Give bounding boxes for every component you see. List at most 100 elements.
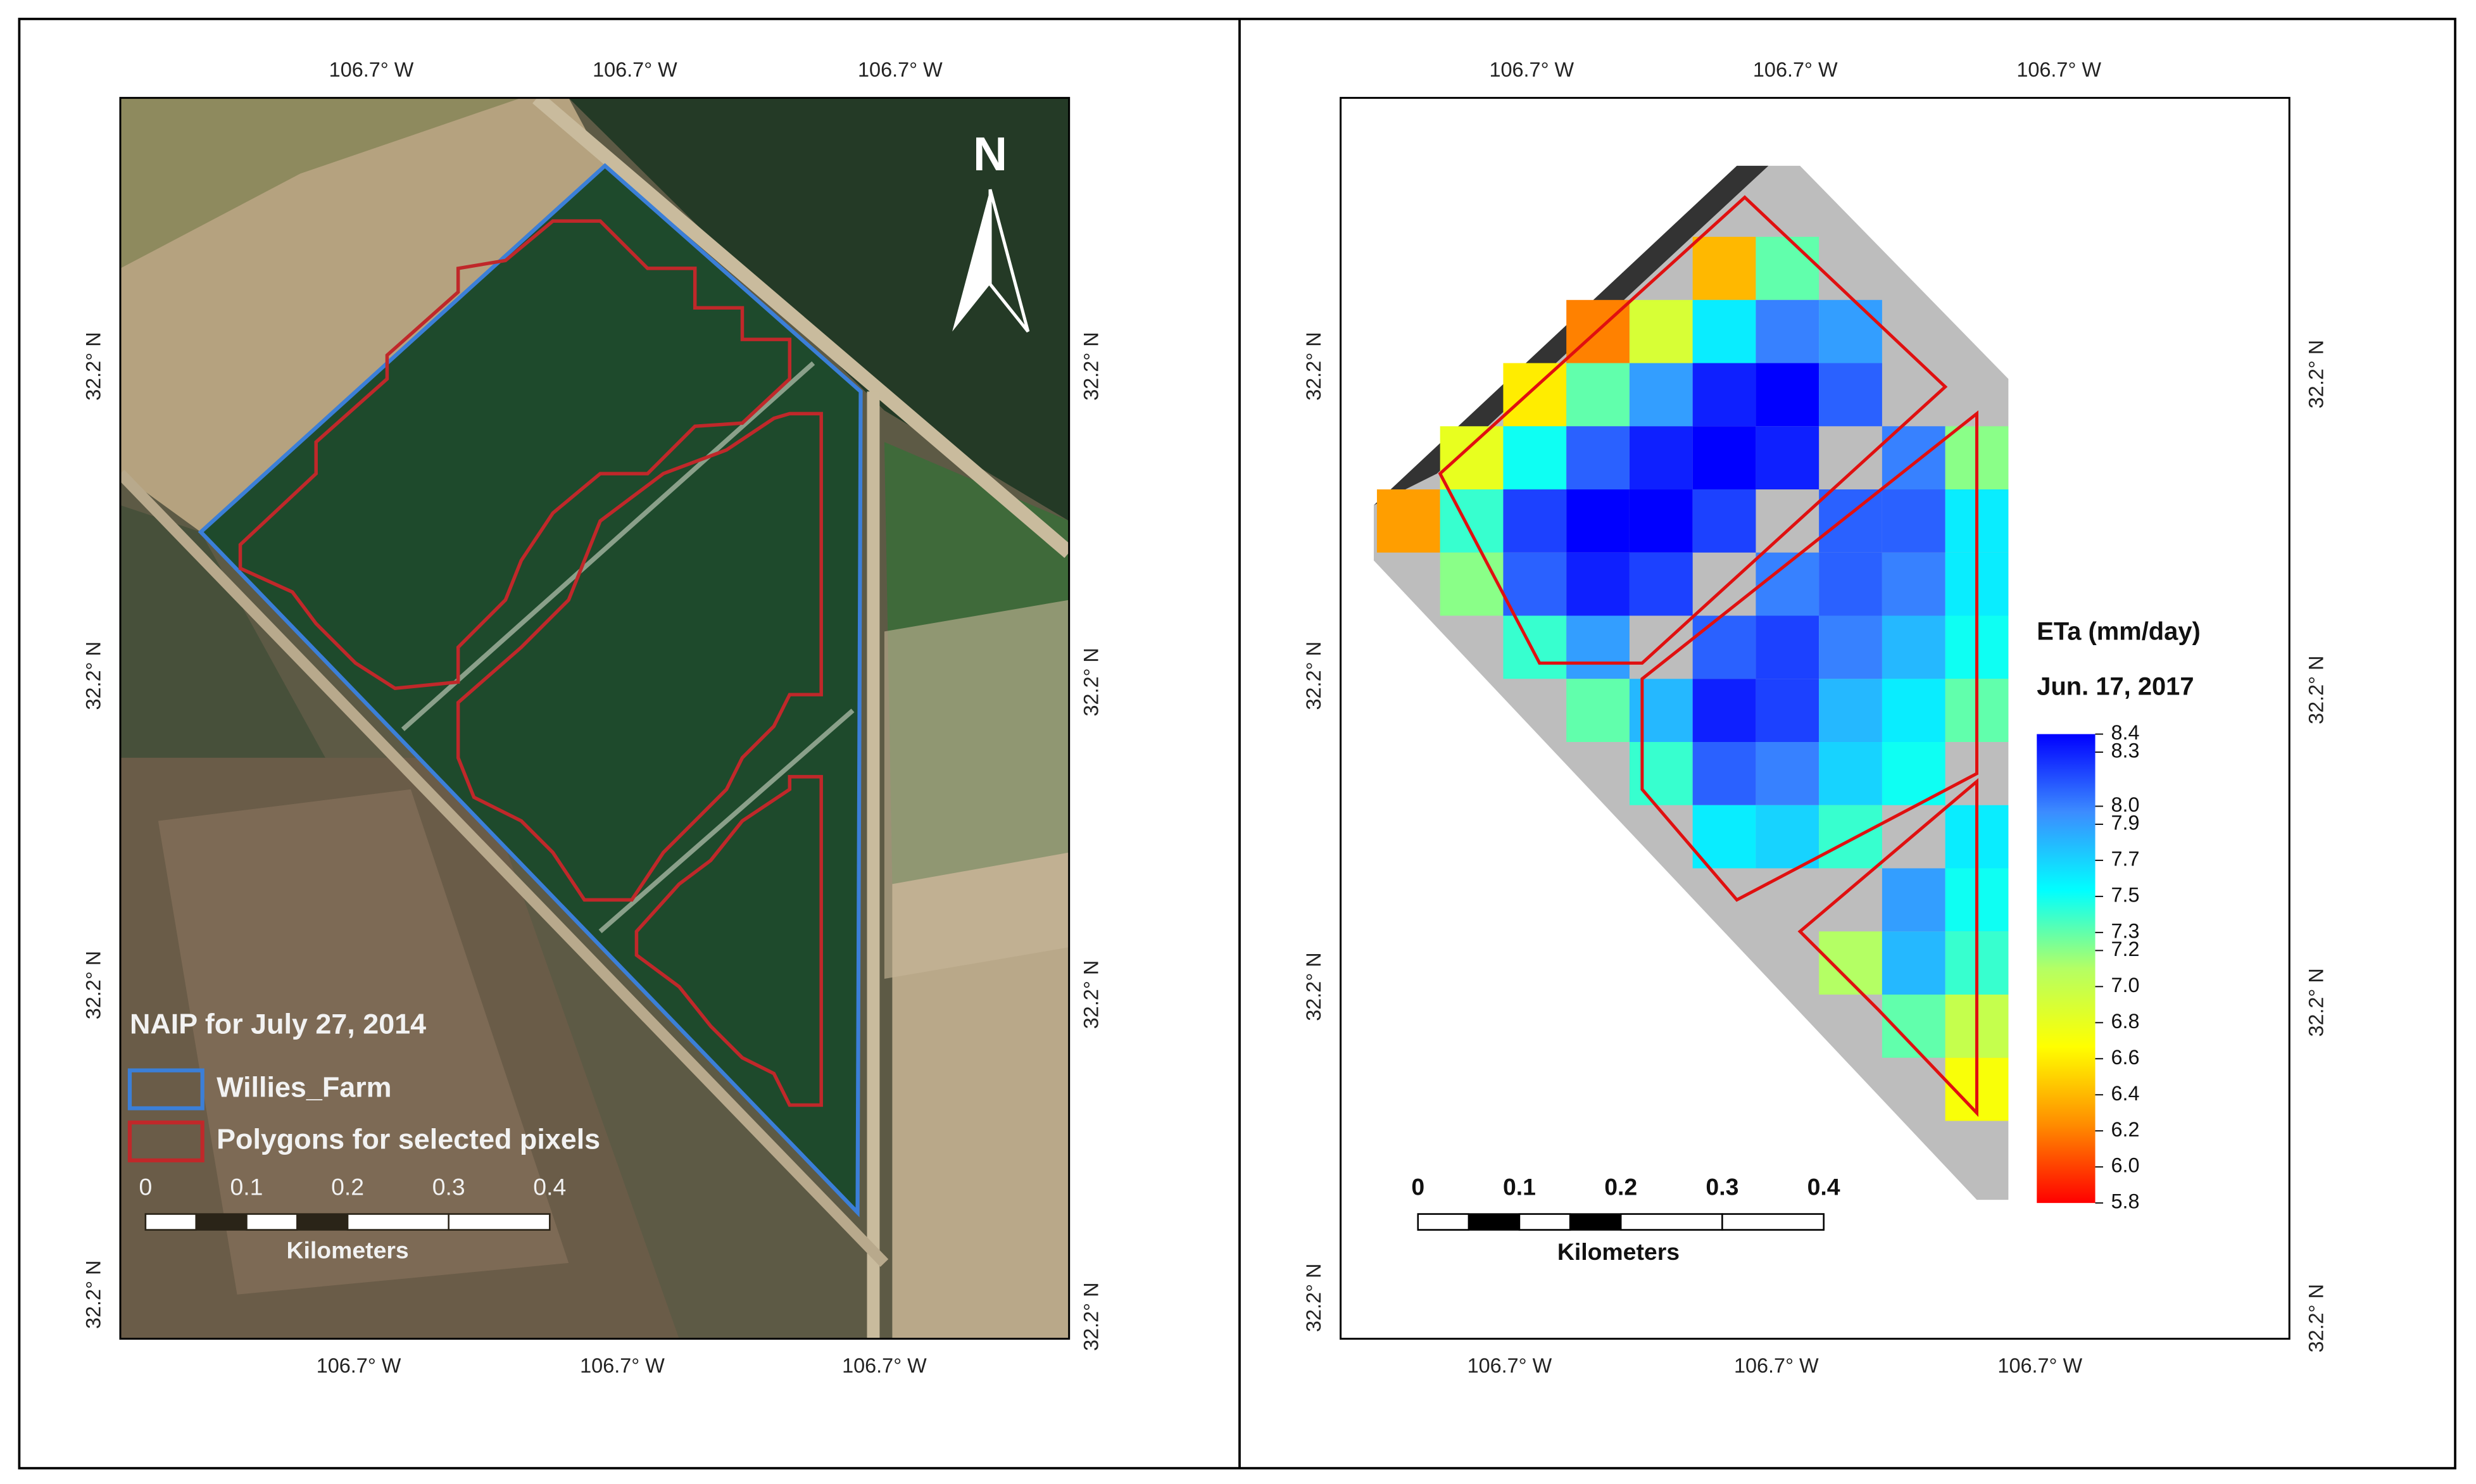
latitude-label: 32.2° N <box>1080 332 1103 400</box>
eta-pixel <box>1819 363 1882 427</box>
scale-bar-segment <box>1417 1213 1470 1231</box>
eta-pixel <box>1756 363 1819 427</box>
scale-bar-label: 0.2 <box>1604 1174 1637 1200</box>
latitude-label: 32.2° N <box>2305 968 2328 1036</box>
eta-pixel <box>1629 426 1693 490</box>
eta-pixel <box>1819 742 1882 805</box>
scale-bar-segment <box>1619 1213 1723 1231</box>
eta-pixel <box>1629 742 1693 805</box>
latitude-label: 32.2° N <box>1302 332 1325 400</box>
eta-pixel <box>1503 552 1567 616</box>
colorbar-tick-label: 7.0 <box>2111 974 2139 997</box>
longitude-label: 106.7° W <box>593 58 677 81</box>
legend-label: Willies_Farm <box>217 1071 391 1103</box>
eta-pixel <box>1882 615 1945 679</box>
colorbar-tick-label: 5.8 <box>2111 1190 2139 1213</box>
eta-pixel <box>1819 299 1882 363</box>
colorbar-tick-label: 7.9 <box>2111 812 2139 834</box>
scale-bar-label: 0.4 <box>533 1174 566 1200</box>
colorbar-tick-label: 6.2 <box>2111 1118 2139 1141</box>
outer-border <box>18 18 2456 1469</box>
legend-swatch <box>127 1120 204 1162</box>
legend-label: Polygons for selected pixels <box>217 1123 600 1155</box>
longitude-label: 106.7° W <box>842 1354 927 1377</box>
colorbar-tick-label: 6.4 <box>2111 1082 2139 1105</box>
longitude-label: 106.7° W <box>580 1354 665 1377</box>
eta-pixel <box>1503 615 1567 679</box>
scale-bar-label: 0.3 <box>432 1174 465 1200</box>
longitude-label: 106.7° W <box>329 58 414 81</box>
eta-pixel <box>1692 426 1756 490</box>
colorbar-tick-label: 6.8 <box>2111 1010 2139 1033</box>
latitude-label: 32.2° N <box>82 641 105 710</box>
colorbar-tick-label: 8.3 <box>2111 739 2139 762</box>
colorbar-tick-label: 7.3 <box>2111 919 2139 942</box>
eta-pixel <box>1629 552 1693 616</box>
eta-pixel <box>1629 299 1693 363</box>
longitude-label: 106.7° W <box>858 58 943 81</box>
eta-pixel <box>1566 426 1630 490</box>
scale-bar-label: 0.4 <box>1807 1174 1840 1200</box>
eta-pixel <box>1692 615 1756 679</box>
scale-bar-segment <box>1721 1213 1825 1231</box>
scale-bar-label: 0 <box>1411 1174 1424 1200</box>
eta-pixel <box>1692 805 1756 869</box>
colorbar-subtitle: Jun. 17, 2017 <box>2037 673 2194 701</box>
latitude-label: 32.2° N <box>1302 641 1325 710</box>
scale-bar-segment <box>448 1213 551 1231</box>
colorbar-tick-label: 7.7 <box>2111 847 2139 870</box>
scale-bar-segment <box>1518 1213 1571 1231</box>
eta-pixel <box>1692 742 1756 805</box>
eta-pixel <box>1440 426 1504 490</box>
scale-bar-segment <box>246 1213 298 1231</box>
eta-pixel <box>1629 363 1693 427</box>
eta-pixel <box>1819 489 1882 553</box>
longitude-label: 106.7° W <box>1997 1354 2082 1377</box>
eta-pixel <box>1819 931 1882 995</box>
scale-bar-segment <box>346 1213 449 1231</box>
eta-pixel <box>1756 679 1819 742</box>
eta-pixel <box>1692 299 1756 363</box>
eta-pixel <box>1376 489 1440 553</box>
eta-pixel <box>1756 237 1819 300</box>
longitude-label: 106.7° W <box>1467 1354 1552 1377</box>
eta-pixel <box>1882 931 1945 995</box>
eta-pixel <box>1440 489 1504 553</box>
latitude-label: 32.2° N <box>1080 648 1103 716</box>
eta-pixel <box>1882 679 1945 742</box>
longitude-label: 106.7° W <box>2016 58 2101 81</box>
north-label: N <box>973 127 1007 180</box>
eta-pixel <box>1440 552 1504 616</box>
legend-swatch <box>127 1068 204 1110</box>
latitude-label: 32.2° N <box>1080 960 1103 1029</box>
left-map-frame <box>119 97 1071 1340</box>
eta-pixel <box>1756 299 1819 363</box>
eta-pixel <box>1566 489 1630 553</box>
eta-pixel <box>1756 742 1819 805</box>
latitude-label: 32.2° N <box>2305 340 2328 408</box>
colorbar-tick-label: 8.4 <box>2111 721 2139 744</box>
longitude-label: 106.7° W <box>1734 1354 1819 1377</box>
eta-pixel <box>1503 489 1567 553</box>
eta-pixel <box>1882 489 1945 553</box>
colorbar-tick-label: 7.2 <box>2111 938 2139 960</box>
scale-bar-label: 0.1 <box>1503 1174 1536 1200</box>
eta-pixel <box>1819 615 1882 679</box>
longitude-label: 106.7° W <box>1753 58 1838 81</box>
colorbar-tick-label: 7.5 <box>2111 883 2139 906</box>
longitude-label: 106.7° W <box>1489 58 1574 81</box>
scale-bar-label: 0.1 <box>230 1174 263 1200</box>
scale-bar-label: 0.2 <box>331 1174 364 1200</box>
eta-pixel <box>1629 679 1693 742</box>
eta-pixel <box>1629 489 1693 553</box>
latitude-label: 32.2° N <box>82 1261 105 1329</box>
colorbar-tick-label: 6.6 <box>2111 1046 2139 1069</box>
eta-pixel <box>1692 237 1756 300</box>
eta-pixel <box>1819 679 1882 742</box>
eta-raster <box>1376 195 2009 1121</box>
scale-bar-unit: Kilometers <box>1557 1238 1680 1265</box>
eta-pixel <box>1503 426 1567 490</box>
scale-bar-segment <box>144 1213 197 1231</box>
